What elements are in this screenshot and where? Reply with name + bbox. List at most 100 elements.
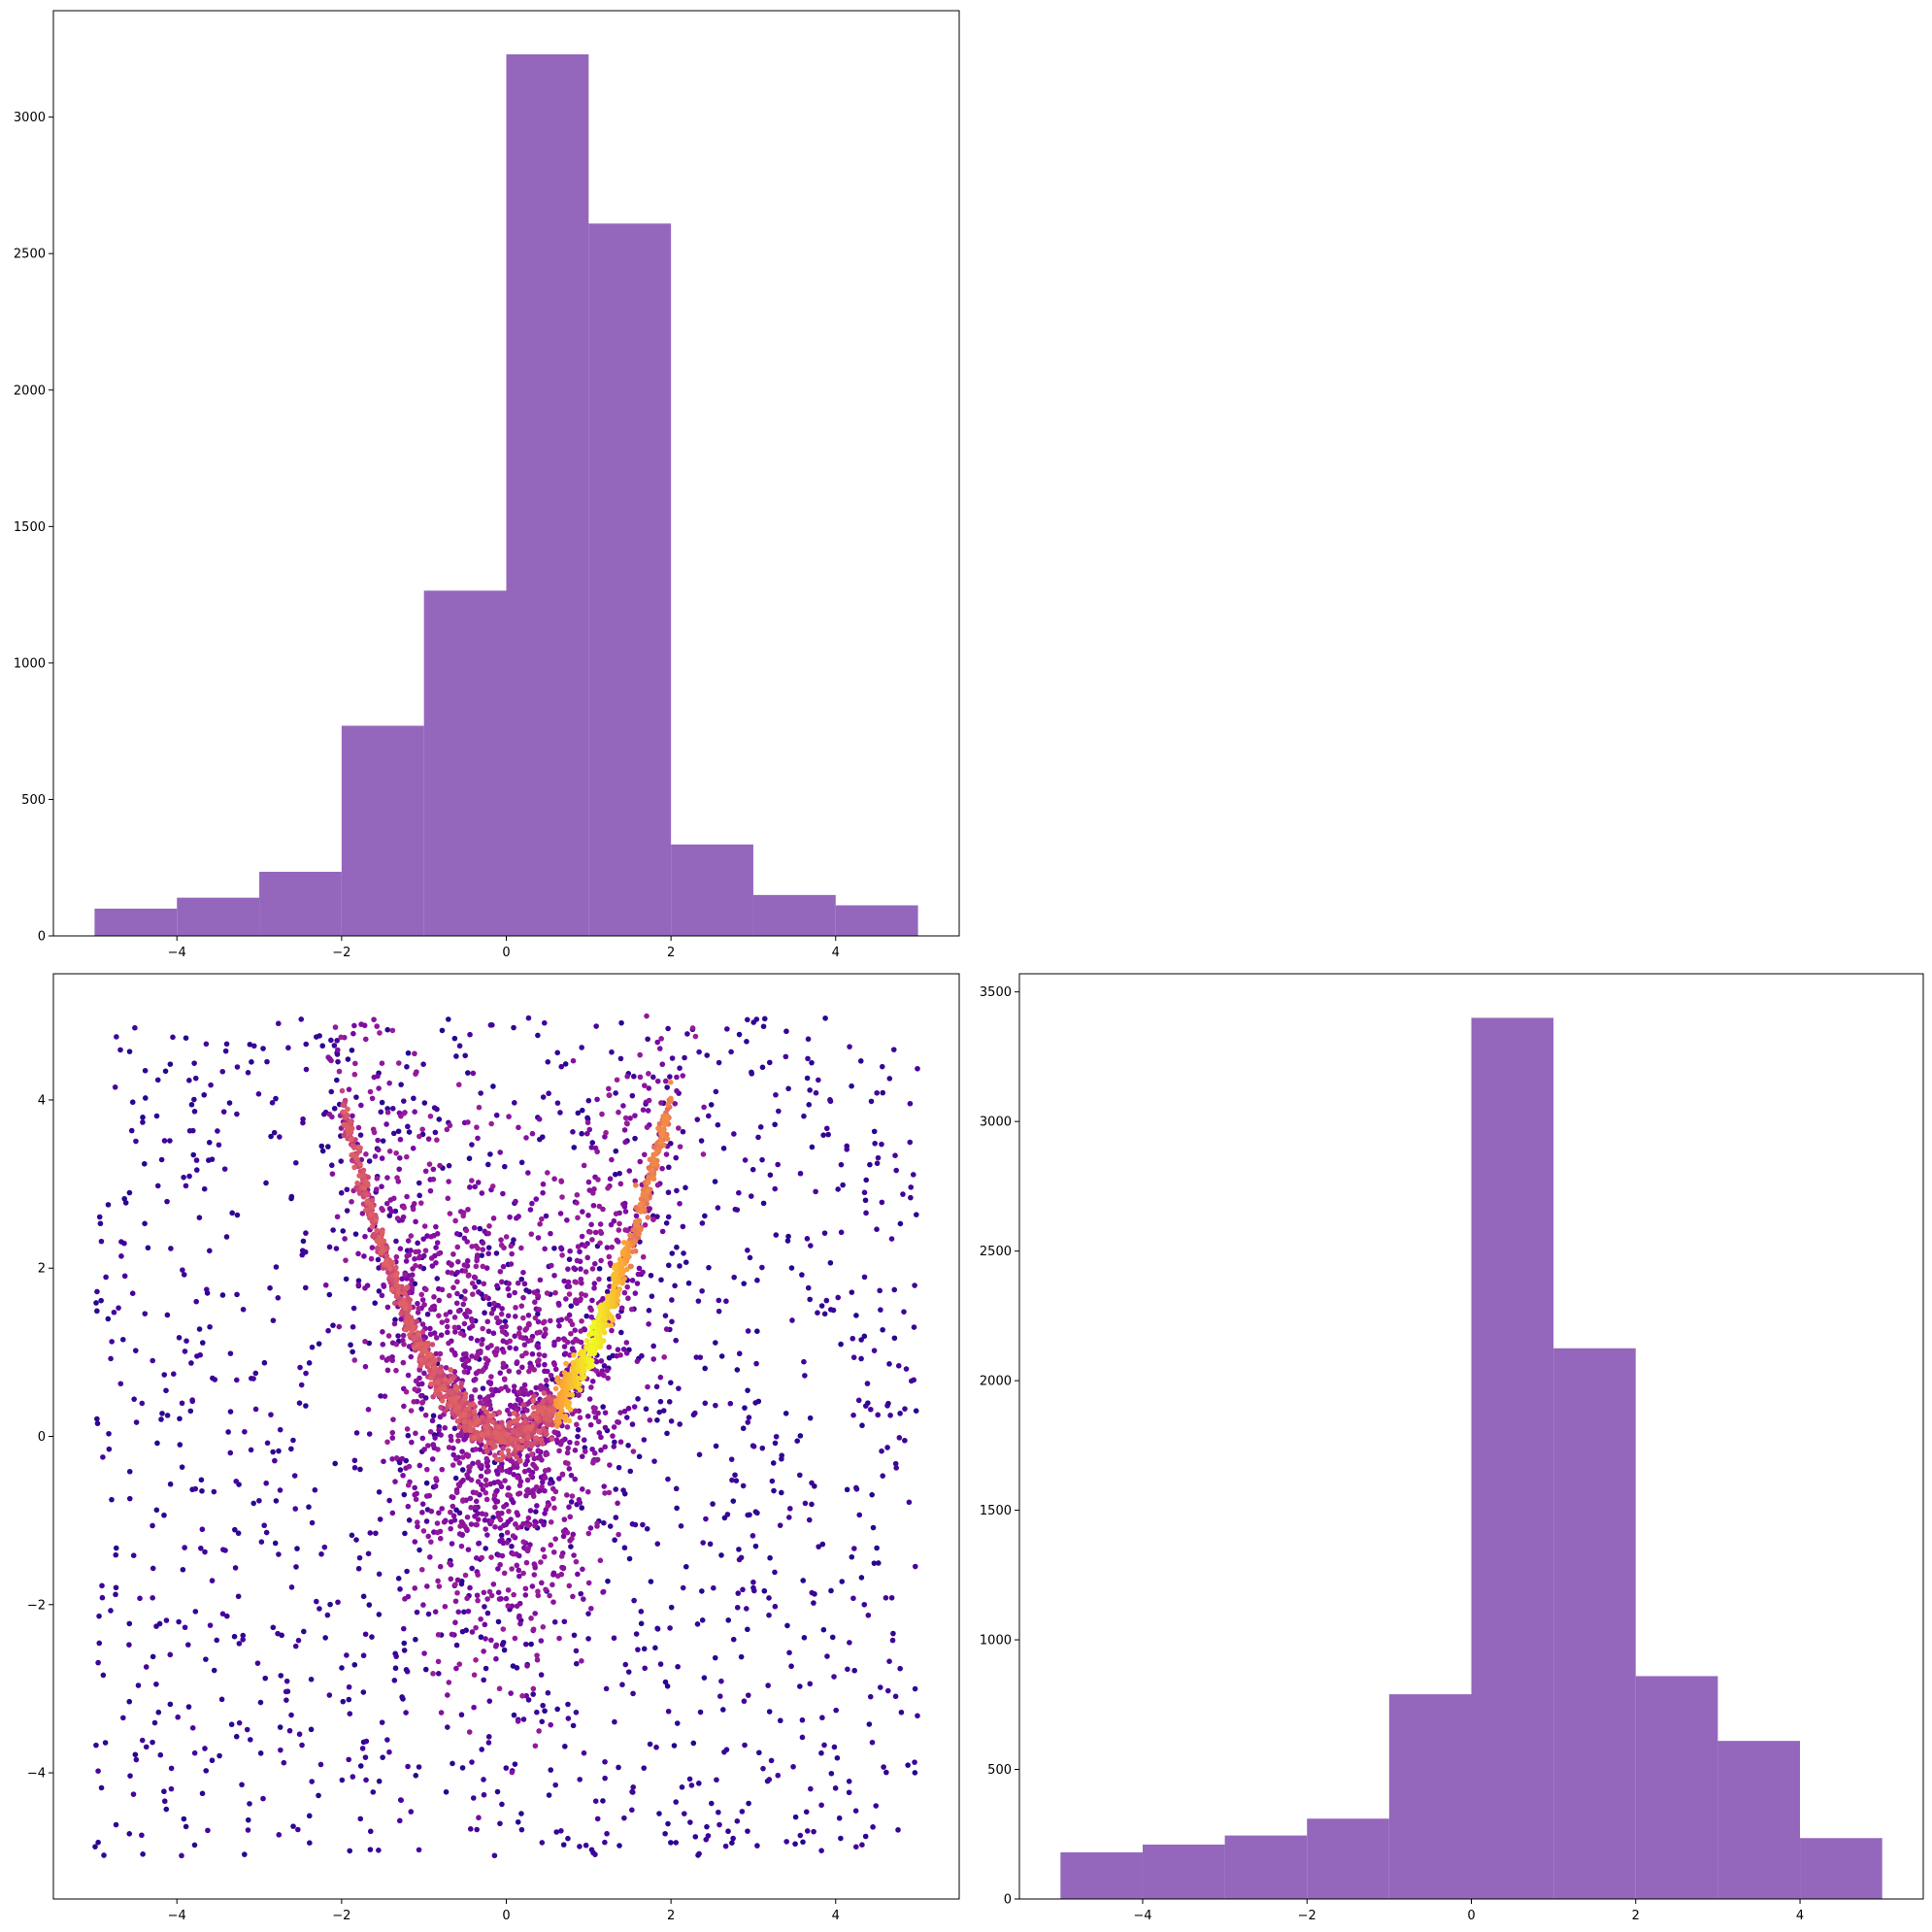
scatter-point xyxy=(603,1685,610,1692)
scatter-point xyxy=(353,1094,359,1100)
scatter-point xyxy=(303,1041,310,1048)
scatter-point xyxy=(290,1437,296,1444)
scatter-point xyxy=(448,1433,454,1440)
scatter-point xyxy=(500,1190,506,1197)
scatter-point xyxy=(835,1186,841,1192)
scatter-point xyxy=(397,1300,404,1307)
scatter-point xyxy=(434,1276,441,1282)
scatter-point xyxy=(154,1183,161,1189)
scatter-point xyxy=(363,1151,369,1157)
scatter-point xyxy=(161,1512,167,1518)
scatter-point xyxy=(420,1252,427,1259)
scatter-point xyxy=(646,1308,652,1314)
scatter-point xyxy=(564,1529,571,1536)
scatter-point xyxy=(640,1253,647,1260)
scatter-point xyxy=(437,1563,444,1570)
scatter-point xyxy=(485,1230,491,1237)
scatter-point xyxy=(277,1426,283,1433)
scatter-point xyxy=(373,1530,379,1537)
scatter-point xyxy=(412,1386,418,1392)
scatter-point xyxy=(468,1393,475,1400)
scatter-point xyxy=(490,1306,497,1313)
scatter-point xyxy=(677,1263,683,1269)
scatter-point xyxy=(863,1210,869,1216)
scatter-point xyxy=(509,1436,516,1442)
scatter-point xyxy=(629,1421,636,1427)
scatter-point xyxy=(350,1113,355,1119)
scatter-point xyxy=(733,1478,740,1483)
scatter-point xyxy=(567,1514,574,1520)
scatter-point xyxy=(538,1638,545,1644)
scatter-point xyxy=(686,1776,693,1782)
scatter-point xyxy=(495,1618,502,1625)
scatter-point xyxy=(446,1445,452,1450)
scatter-point xyxy=(101,1852,107,1858)
scatter-point xyxy=(252,1370,259,1377)
scatter-point xyxy=(419,1400,425,1406)
scatter-point xyxy=(331,1043,338,1049)
scatter-point xyxy=(629,1807,635,1814)
scatter-point xyxy=(379,1354,385,1360)
scatter-point xyxy=(175,1714,181,1720)
scatter-point xyxy=(410,1206,416,1213)
scatter-point xyxy=(478,1473,484,1480)
scatter-point xyxy=(470,1795,477,1801)
scatter-point xyxy=(163,1806,170,1813)
scatter-point xyxy=(458,1518,465,1525)
scatter-point xyxy=(588,1384,594,1390)
scatter-point xyxy=(393,1264,399,1271)
scatter-point xyxy=(741,1698,748,1705)
scatter-point xyxy=(514,1665,520,1671)
scatter-point xyxy=(473,1657,479,1663)
scatter-point xyxy=(218,1696,225,1703)
scatter-point xyxy=(672,1100,679,1107)
scatter-point xyxy=(884,1403,890,1409)
scatter-point xyxy=(628,1263,634,1270)
scatter-point xyxy=(298,1016,305,1022)
scatter-point xyxy=(329,1171,336,1177)
scatter-point xyxy=(698,1138,705,1144)
scatter-point xyxy=(417,1357,424,1363)
scatter-point xyxy=(424,1466,430,1473)
scatter-point xyxy=(638,1609,645,1615)
scatter-point xyxy=(472,1504,479,1511)
scatter-point xyxy=(902,1437,908,1444)
scatter-point xyxy=(386,1206,393,1212)
scatter-point xyxy=(208,1082,214,1088)
scatter-point xyxy=(378,1393,383,1399)
scatter-point xyxy=(594,1149,600,1155)
scatter-point xyxy=(580,1566,585,1573)
scatter-point xyxy=(363,1207,369,1214)
scatter-point xyxy=(437,1393,444,1399)
scatter-point xyxy=(567,1317,574,1324)
scatter-point xyxy=(346,1086,352,1092)
scatter-point xyxy=(474,1124,480,1130)
scatter-point xyxy=(788,1663,794,1670)
scatter-point xyxy=(614,1237,620,1244)
scatter-point xyxy=(389,1105,396,1112)
scatter-point xyxy=(370,1789,377,1795)
scatter-point xyxy=(828,1587,834,1594)
scatter-point xyxy=(394,1216,401,1221)
scatter-point xyxy=(587,1421,594,1428)
scatter-point xyxy=(568,1544,574,1549)
scatter-point xyxy=(365,1407,372,1413)
scatter-point xyxy=(334,1214,341,1220)
scatter-point xyxy=(542,1331,549,1337)
scatter-point xyxy=(516,1389,522,1395)
scatter-point xyxy=(478,1349,483,1356)
scatter-point xyxy=(239,1782,245,1788)
scatter-point xyxy=(380,1138,386,1144)
scatter-point xyxy=(543,1213,550,1219)
scatter-point xyxy=(461,1369,468,1375)
scatter-point xyxy=(659,1228,666,1235)
scatter-point xyxy=(413,1071,418,1077)
scatter-point xyxy=(488,1518,495,1524)
scatter-point xyxy=(558,1316,565,1323)
scatter-point xyxy=(516,1615,522,1620)
scatter-point xyxy=(528,1231,535,1237)
scatter-point xyxy=(766,1595,772,1601)
scatter-point xyxy=(179,1464,185,1470)
scatter-point xyxy=(472,1386,479,1393)
scatter-point xyxy=(775,1161,781,1168)
